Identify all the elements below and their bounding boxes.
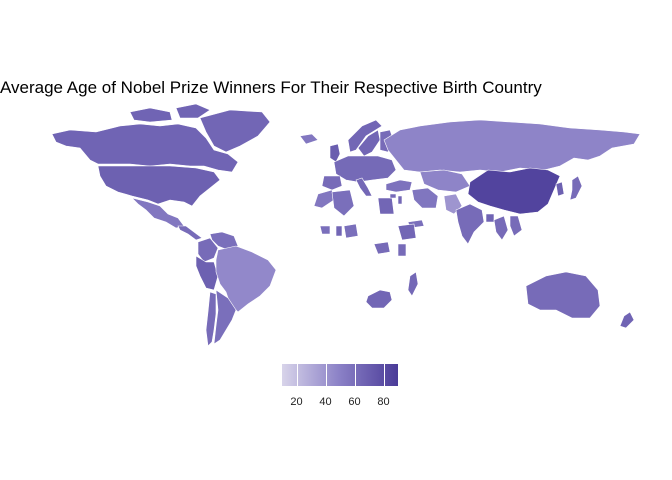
region-new-zealand	[619, 311, 635, 329]
region-turkey	[385, 179, 413, 193]
region-dr-congo	[373, 241, 391, 255]
region-egypt	[377, 197, 395, 215]
region-canada	[51, 123, 239, 173]
legend-tick-label: 40	[319, 396, 332, 408]
legend-gradient-bar	[282, 364, 398, 386]
region-cyprus	[389, 193, 397, 199]
region-vietnam	[509, 215, 523, 237]
legend-tick-mark	[325, 364, 327, 386]
region-japan	[569, 175, 583, 201]
region-myanmar	[493, 215, 509, 241]
region-australia	[525, 271, 601, 319]
region-peru	[195, 255, 219, 291]
region-united-kingdom	[329, 143, 341, 163]
region-nigeria	[343, 223, 359, 239]
region-bangladesh	[485, 213, 495, 223]
region-spain	[321, 175, 343, 191]
region-greenland	[199, 109, 271, 153]
region-italy	[355, 177, 373, 197]
region-liberia	[319, 225, 331, 235]
region-central-america	[177, 225, 203, 241]
region-south-africa	[365, 289, 393, 309]
legend-tick-mark	[354, 364, 356, 386]
legend-tick-label: 80	[377, 396, 390, 408]
region-ghana	[335, 225, 343, 237]
region-central-asia	[419, 169, 471, 193]
color-legend: 20 40 60 80	[282, 364, 402, 410]
legend-tick-label: 20	[290, 396, 303, 408]
region-russia	[383, 119, 641, 173]
region-madagascar	[407, 271, 419, 297]
legend-tick-label: 60	[348, 396, 361, 408]
region-kenya	[397, 243, 407, 257]
region-iceland	[299, 133, 319, 145]
map-title: Average Age of Nobel Prize Winners For T…	[0, 78, 542, 97]
region-israel	[397, 195, 403, 205]
region-korea	[555, 181, 565, 197]
region-brazil	[215, 245, 277, 313]
region-norway	[347, 119, 383, 153]
region-chile	[205, 291, 217, 347]
legend-tick-mark	[383, 364, 385, 386]
region-argentina	[213, 289, 237, 345]
region-united-states	[97, 165, 221, 207]
region-canada-islands-2	[175, 103, 211, 119]
region-china	[467, 167, 561, 215]
region-morocco	[313, 189, 335, 209]
region-iran	[411, 187, 439, 209]
region-colombia	[197, 237, 219, 263]
region-algeria	[331, 189, 355, 217]
region-ethiopia	[397, 223, 417, 241]
region-western-europe	[333, 155, 397, 183]
region-canada-islands	[129, 107, 173, 123]
legend-tick-mark	[296, 364, 298, 386]
region-india	[455, 203, 485, 245]
